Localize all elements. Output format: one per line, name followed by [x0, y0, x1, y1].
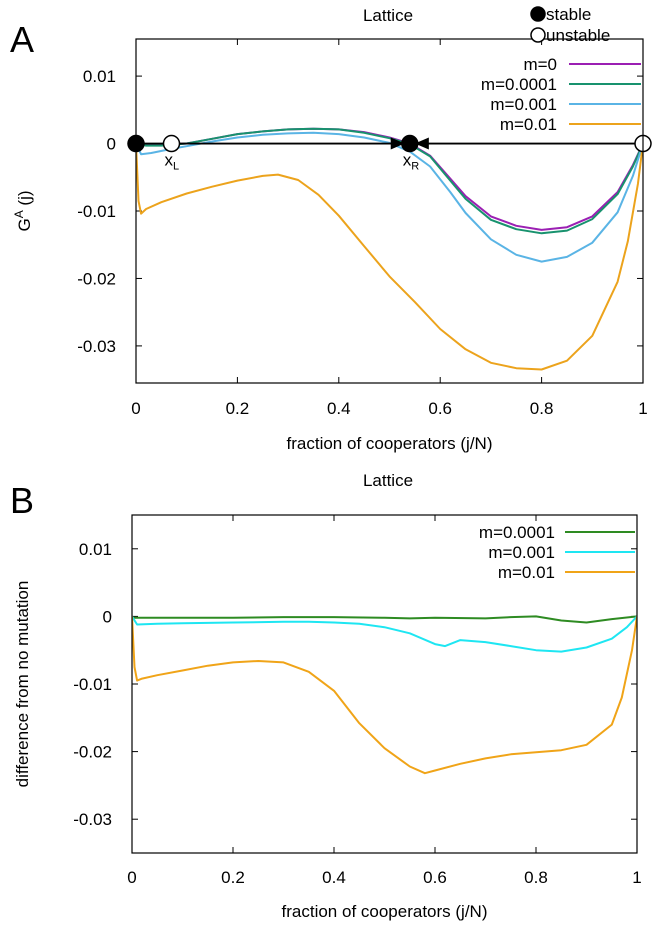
y-tick-label: -0.02 — [73, 743, 112, 762]
y-tick-label: 0.01 — [79, 540, 112, 559]
legend-label: m=0 — [523, 55, 557, 74]
series-group — [132, 616, 637, 773]
panel-letter: B — [10, 480, 34, 521]
x-tick-label: 0.8 — [530, 399, 554, 418]
marker-legend-label: unstable — [546, 26, 610, 45]
legend-label: m=0.001 — [488, 543, 555, 562]
plot-frame — [136, 39, 643, 383]
y-tick-label: -0.03 — [73, 810, 112, 829]
x-tick-label: 1 — [632, 868, 641, 887]
series-line-m-0-001 — [136, 133, 643, 262]
series-group — [136, 129, 643, 370]
unstable-point — [163, 136, 179, 152]
x-tick-label: 0.4 — [322, 868, 346, 887]
stable-point — [402, 136, 418, 152]
x-tick-label: 0 — [127, 868, 136, 887]
series-line-m-0-0001 — [132, 616, 637, 622]
y-axis-label: difference from no mutation — [13, 581, 32, 788]
x-axis-label: fraction of cooperators (j/N) — [282, 902, 488, 921]
y-tick-label: -0.01 — [73, 675, 112, 694]
y-tick-label: 0 — [107, 135, 116, 154]
y-tick-label: -0.01 — [77, 202, 116, 221]
panel-b: B Lattice 0 0.2 0.4 0.6 0.8 1 0.01 0 -0.01 -0.02 -0.… — [10, 471, 642, 921]
x-tick-label: 1 — [638, 399, 647, 418]
legend-label: m=0.0001 — [479, 523, 555, 542]
y-axis-label: GA (j) — [12, 190, 34, 231]
x-tick-label: 0.2 — [221, 868, 245, 887]
marker-legend-label: stable — [546, 5, 591, 24]
point-label-sub: R — [411, 161, 419, 173]
legend-label: m=0.0001 — [481, 75, 557, 94]
y-tick-label: -0.02 — [77, 269, 116, 288]
x-tick-label: 0.6 — [423, 868, 447, 887]
y-tick-label: -0.03 — [77, 337, 116, 356]
y-tick-label: 0 — [103, 607, 112, 626]
x-tick-label: 0.6 — [428, 399, 452, 418]
x-axis-label: fraction of cooperators (j/N) — [287, 434, 493, 453]
point-label: xL — [164, 151, 179, 173]
point-label-sub: L — [173, 161, 179, 173]
x-tick-label: 0 — [131, 399, 140, 418]
y-axis-label-sup: A — [12, 210, 26, 218]
chart-title: Lattice — [363, 6, 413, 25]
x-tick-label: 0.4 — [327, 399, 351, 418]
y-axis-label-rest: (j) — [15, 190, 34, 210]
x-tick-label: 0.2 — [226, 399, 250, 418]
chart-title: Lattice — [363, 471, 413, 490]
y-axis-label-base: G — [15, 218, 34, 231]
plot-frame — [132, 515, 637, 853]
unstable-legend-marker — [531, 28, 545, 42]
x-tick-label: 0.8 — [524, 868, 548, 887]
legend-label: m=0.01 — [500, 115, 557, 134]
stable-legend-marker — [531, 7, 545, 21]
point-label: xR — [403, 151, 420, 173]
legend-label: m=0.01 — [498, 563, 555, 582]
y-tick-label: 0.01 — [83, 67, 116, 86]
series-line-m-0-01 — [132, 616, 637, 773]
series-line-m-0-001 — [132, 616, 637, 651]
panel-a: A Lattice 0 0.2 0.4 0.6 0.8 1 0.01 0 -0.01 -0.02 -0.… — [10, 5, 651, 453]
legend-label: m=0.001 — [490, 95, 557, 114]
panel-letter: A — [10, 19, 34, 60]
